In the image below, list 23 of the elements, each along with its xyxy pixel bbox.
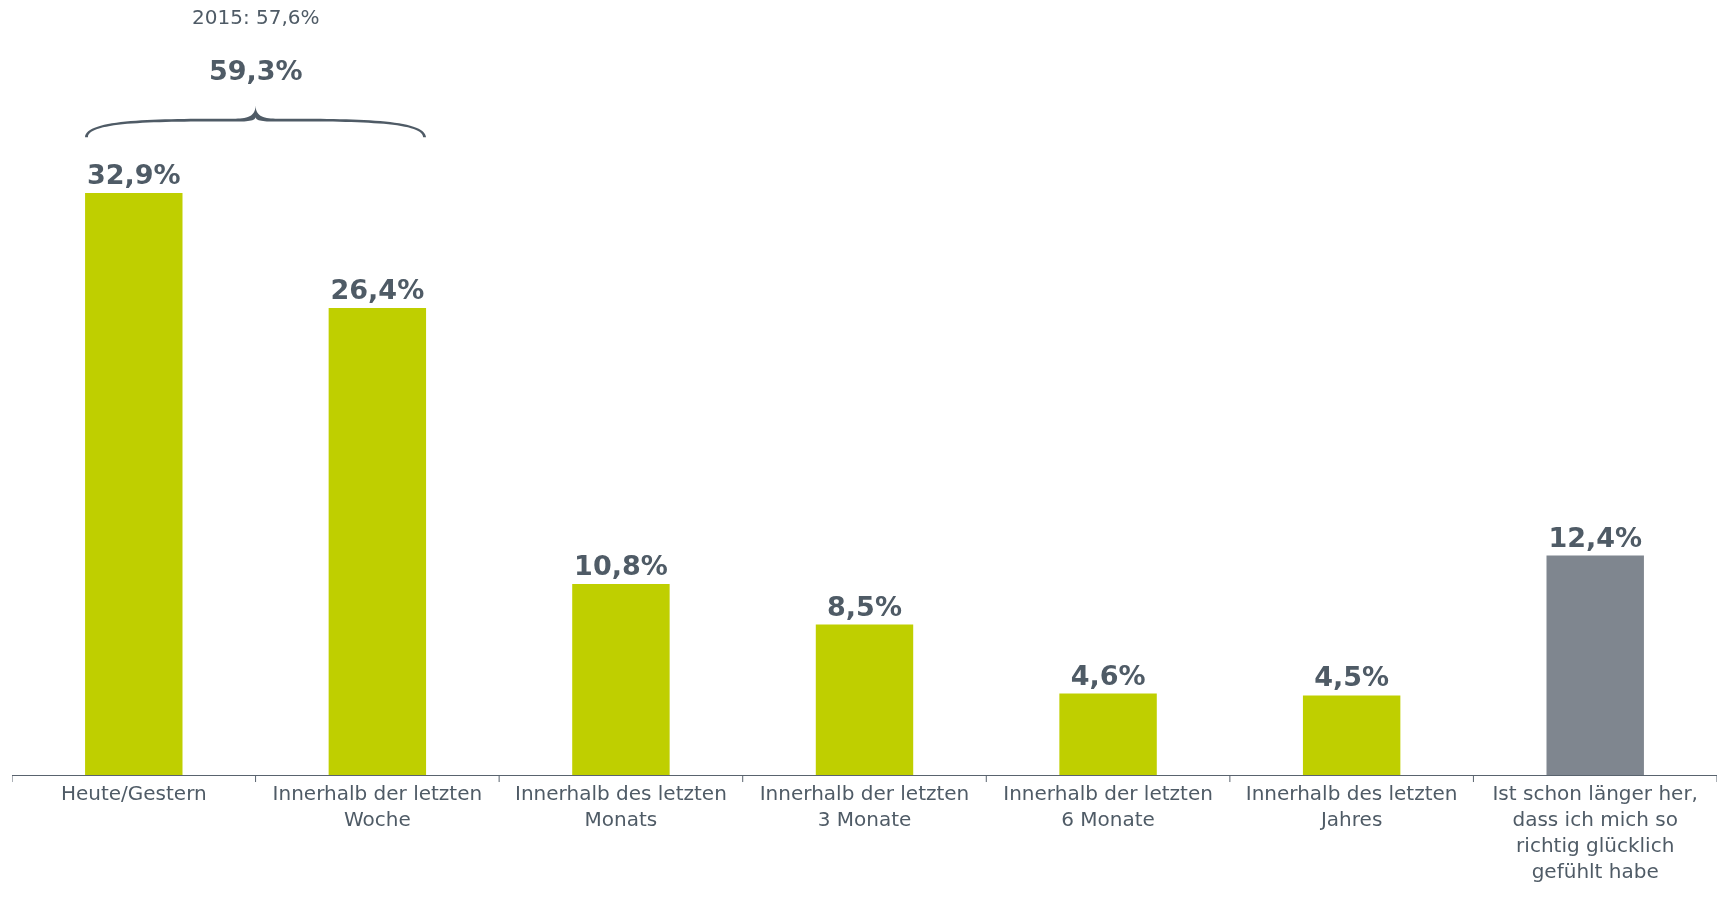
x-tick-label: Innerhalb der letzten Woche — [272, 781, 483, 831]
x-tick-label: Innerhalb des letzten Monats — [515, 781, 727, 831]
bar — [1059, 693, 1157, 775]
data-label: 8,5% — [827, 590, 902, 622]
text: 2015: 57,6% — [192, 5, 320, 29]
x-tick-label: Ist schon länger her, dass ich mich so richtig glücklich gefühlt habe — [1492, 781, 1698, 883]
x-tick-label: Innerhalb des letzten Jahres — [1245, 781, 1458, 831]
data-label: 32,9% — [86, 158, 181, 190]
x-tick-label: Innerhalb der letzten 6 Monate — [1003, 781, 1213, 831]
text: 59,3% — [209, 55, 303, 86]
data-label: 10,8% — [574, 549, 668, 581]
x-tick-label: Innerhalb der letzten 3 Monate — [759, 781, 970, 831]
data-label: 4,5% — [1314, 661, 1390, 693]
data-label: 4,6% — [1070, 659, 1146, 691]
bar — [1546, 555, 1644, 775]
bar — [328, 307, 427, 775]
bar — [815, 624, 914, 775]
bar — [572, 583, 670, 775]
bar — [85, 192, 183, 775]
bar — [1302, 695, 1401, 775]
data-label: 12,4% — [1548, 521, 1643, 553]
x-tick-label: Heute/Gestern — [60, 781, 207, 805]
data-label: 26,4% — [330, 273, 425, 305]
